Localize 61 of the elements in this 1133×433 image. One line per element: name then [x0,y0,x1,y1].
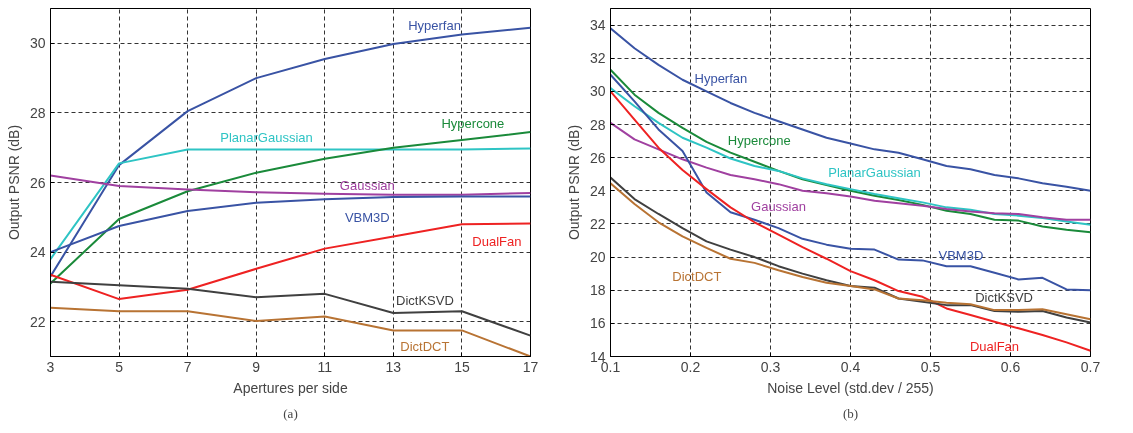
x-tick-label: 13 [385,358,402,375]
y-tick-label: 32 [589,50,606,67]
series-label: Hypercone [727,133,791,149]
y-tick-label: 34 [589,17,606,34]
y-axis-title: Output PSNR (dB) [565,124,582,241]
x-tick-label: 11 [317,358,333,375]
x-tick-label: 7 [183,358,192,375]
x-axis-title: Noise Level (std.dev / 255) [767,379,934,396]
text: (a) [283,405,298,421]
x-tick-label: 0.6 [1000,358,1021,375]
series-label: Hypercone [441,115,505,131]
y-tick-label: 30 [29,35,46,52]
x-tick-label: 17 [522,358,539,375]
y-tick-label: 28 [29,104,46,121]
x-tick-label: 3 [46,358,55,375]
series-label: DictKSVD [396,293,454,309]
series-label: Hyperfan [408,18,461,34]
series-label: VBM3D [938,248,984,264]
y-tick-label: 30 [589,83,606,100]
x-tick-label: 0.5 [920,358,941,375]
series-label: Hyperfan [694,70,748,86]
x-tick-label: 5 [115,358,124,375]
y-tick-label: 22 [29,313,46,330]
series-label: PlanarGaussian [828,164,921,180]
x-tick-label: 15 [454,358,470,375]
series-label: DualFan [969,338,1020,354]
series-label: DictDCT [672,268,722,284]
line-series [610,73,1091,292]
x-tick-label: 0.7 [1080,358,1101,375]
y-tick-label: 28 [589,116,606,133]
y-tick-label: 26 [29,174,46,191]
series-label: Gaussian [751,199,806,215]
y-tick-label: 18 [589,282,606,299]
x-tick-label: 0.2 [680,358,701,375]
y-axis-title: Output PSNR (dB) [5,124,22,241]
series-label: Gaussian [339,178,395,194]
x-tick-label: 9 [252,358,261,375]
y-tick-label: 16 [589,315,606,332]
line-series [610,68,1091,234]
line-series [50,147,531,261]
y-tick-label: 22 [589,215,606,232]
x-tick-label: 0.4 [840,358,861,375]
text: (b) [842,405,859,421]
line-series [610,87,1091,226]
line-series [610,121,1091,221]
series-label: PlanarGaussian [220,129,313,145]
x-tick-label: 0.3 [760,358,781,375]
y-tick-label: 20 [589,249,606,266]
y-tick-label: 24 [29,244,46,261]
series-label: DictKSVD [975,289,1033,305]
line-series [610,90,1091,352]
line-series [610,27,1091,192]
series-label: DualFan [472,234,522,250]
line-series [50,174,531,196]
x-axis-title: Apertures per side [233,379,348,396]
series-label: VBM3D [344,209,390,225]
series-label: DictDCT [400,338,450,354]
y-tick-label: 24 [589,182,606,199]
line-series [50,280,531,337]
y-tick-label: 26 [589,149,606,166]
line-series [50,131,531,285]
